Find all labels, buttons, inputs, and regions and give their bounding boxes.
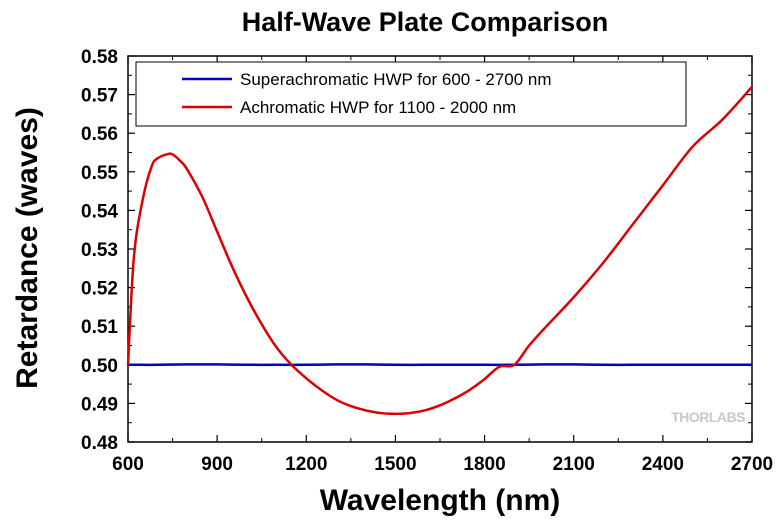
x-axis-title: Wavelength (nm) — [320, 484, 561, 517]
watermark: THORLABS — [671, 409, 745, 425]
y-tick-label: 0.51 — [81, 317, 118, 338]
legend-box — [135, 61, 687, 127]
legend-label-achromatic: Achromatic HWP for 1100 - 2000 nm — [240, 98, 516, 117]
y-tick-label: 0.48 — [81, 433, 118, 454]
y-tick-label: 0.50 — [81, 356, 118, 377]
y-tick-label: 0.57 — [81, 86, 118, 107]
x-tick-label: 600 — [112, 454, 144, 475]
chart-title: Half-Wave Plate Comparison — [242, 7, 609, 37]
y-tick-label: 0.49 — [81, 394, 118, 415]
legend-label-superachromatic: Superachromatic HWP for 600 - 2700 nm — [240, 70, 552, 89]
x-tick-label: 900 — [201, 454, 233, 475]
y-tick-label: 0.53 — [81, 240, 118, 261]
x-tick-label: 1500 — [374, 454, 416, 475]
plot-area: 600 900 1200 1500 1800 2100 2400 2700 0.48 0.49 0.… — [81, 47, 773, 475]
y-tick-label: 0.58 — [81, 47, 118, 68]
y-tick-label: 0.56 — [81, 124, 118, 145]
x-tick-label: 2700 — [731, 454, 773, 475]
y-tick-label: 0.52 — [81, 279, 118, 300]
x-tick-label: 1800 — [463, 454, 505, 475]
y-tick-label: 0.54 — [81, 201, 118, 222]
legend: Superachromatic HWP for 600 - 2700 nm Ac… — [135, 61, 687, 127]
y-axis-title: Retardance (waves) — [11, 107, 44, 389]
y-tick-label: 0.55 — [81, 163, 118, 184]
x-tick-label: 2400 — [642, 454, 684, 475]
x-tick-label: 1200 — [285, 454, 327, 475]
series-line-achromatic — [126, 86, 753, 416]
x-tick-label: 2100 — [553, 454, 595, 475]
